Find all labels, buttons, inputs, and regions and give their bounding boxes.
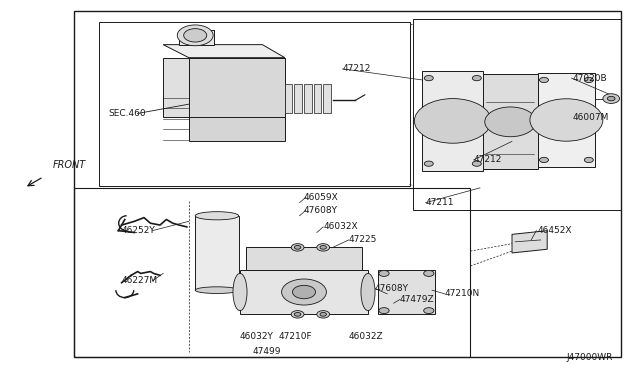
Bar	[378, 270, 435, 314]
Circle shape	[379, 270, 389, 276]
Polygon shape	[189, 117, 285, 141]
Polygon shape	[246, 247, 362, 270]
Text: 47479Z: 47479Z	[400, 295, 435, 304]
Circle shape	[424, 308, 434, 314]
Text: 46227M: 46227M	[122, 276, 157, 285]
Circle shape	[177, 25, 213, 46]
Ellipse shape	[195, 212, 239, 220]
Circle shape	[603, 94, 620, 103]
Text: 47210N: 47210N	[445, 289, 480, 298]
Polygon shape	[189, 58, 285, 119]
Polygon shape	[422, 71, 483, 171]
Text: FRONT: FRONT	[52, 160, 86, 170]
Polygon shape	[163, 45, 285, 58]
Circle shape	[424, 270, 434, 276]
Circle shape	[530, 99, 603, 141]
Circle shape	[379, 308, 389, 314]
Polygon shape	[483, 74, 538, 169]
Bar	[413, 19, 621, 210]
Circle shape	[584, 77, 593, 83]
Text: 46252Y: 46252Y	[122, 226, 156, 235]
Ellipse shape	[361, 273, 375, 311]
Circle shape	[317, 311, 330, 318]
Text: 47499: 47499	[253, 347, 282, 356]
Ellipse shape	[195, 287, 239, 294]
Circle shape	[292, 285, 316, 299]
Polygon shape	[163, 58, 189, 117]
Circle shape	[317, 244, 330, 251]
Circle shape	[294, 246, 301, 249]
Polygon shape	[538, 73, 595, 167]
Text: 46007M: 46007M	[573, 113, 609, 122]
Text: SEC.460: SEC.460	[109, 109, 147, 118]
Bar	[195, 216, 239, 290]
Text: 47608Y: 47608Y	[374, 284, 408, 293]
Text: 47212: 47212	[342, 64, 371, 73]
Text: 46032Z: 46032Z	[349, 332, 383, 341]
Bar	[314, 84, 321, 113]
Text: 46032Y: 46032Y	[240, 332, 274, 341]
Circle shape	[424, 76, 433, 81]
Circle shape	[291, 244, 304, 251]
Bar	[285, 84, 292, 113]
Text: 47020B: 47020B	[573, 74, 607, 83]
Circle shape	[320, 246, 326, 249]
Text: 47608Y: 47608Y	[304, 206, 338, 215]
Polygon shape	[240, 270, 368, 314]
Circle shape	[424, 161, 433, 166]
Circle shape	[472, 76, 481, 81]
Circle shape	[282, 279, 326, 305]
Circle shape	[584, 157, 593, 163]
Circle shape	[184, 29, 207, 42]
Text: 47212: 47212	[474, 155, 502, 164]
Circle shape	[320, 312, 326, 316]
Circle shape	[540, 77, 548, 83]
Bar	[74, 11, 621, 357]
Bar	[74, 188, 470, 357]
Circle shape	[607, 96, 615, 101]
Circle shape	[294, 312, 301, 316]
Polygon shape	[512, 231, 547, 253]
Ellipse shape	[233, 273, 247, 311]
Bar	[323, 84, 331, 113]
Text: 46032X: 46032X	[323, 222, 358, 231]
Text: 47211: 47211	[426, 198, 454, 207]
Circle shape	[415, 99, 492, 143]
Text: 46452X: 46452X	[538, 226, 572, 235]
Polygon shape	[179, 30, 214, 45]
Bar	[99, 22, 410, 186]
Text: J47000WR: J47000WR	[566, 353, 612, 362]
Circle shape	[291, 311, 304, 318]
Circle shape	[485, 107, 536, 137]
Circle shape	[472, 161, 481, 166]
Bar	[304, 84, 312, 113]
Bar	[294, 84, 302, 113]
Text: 47210F: 47210F	[278, 332, 312, 341]
Text: 46059X: 46059X	[304, 193, 339, 202]
Circle shape	[540, 157, 548, 163]
Text: 47225: 47225	[349, 235, 377, 244]
